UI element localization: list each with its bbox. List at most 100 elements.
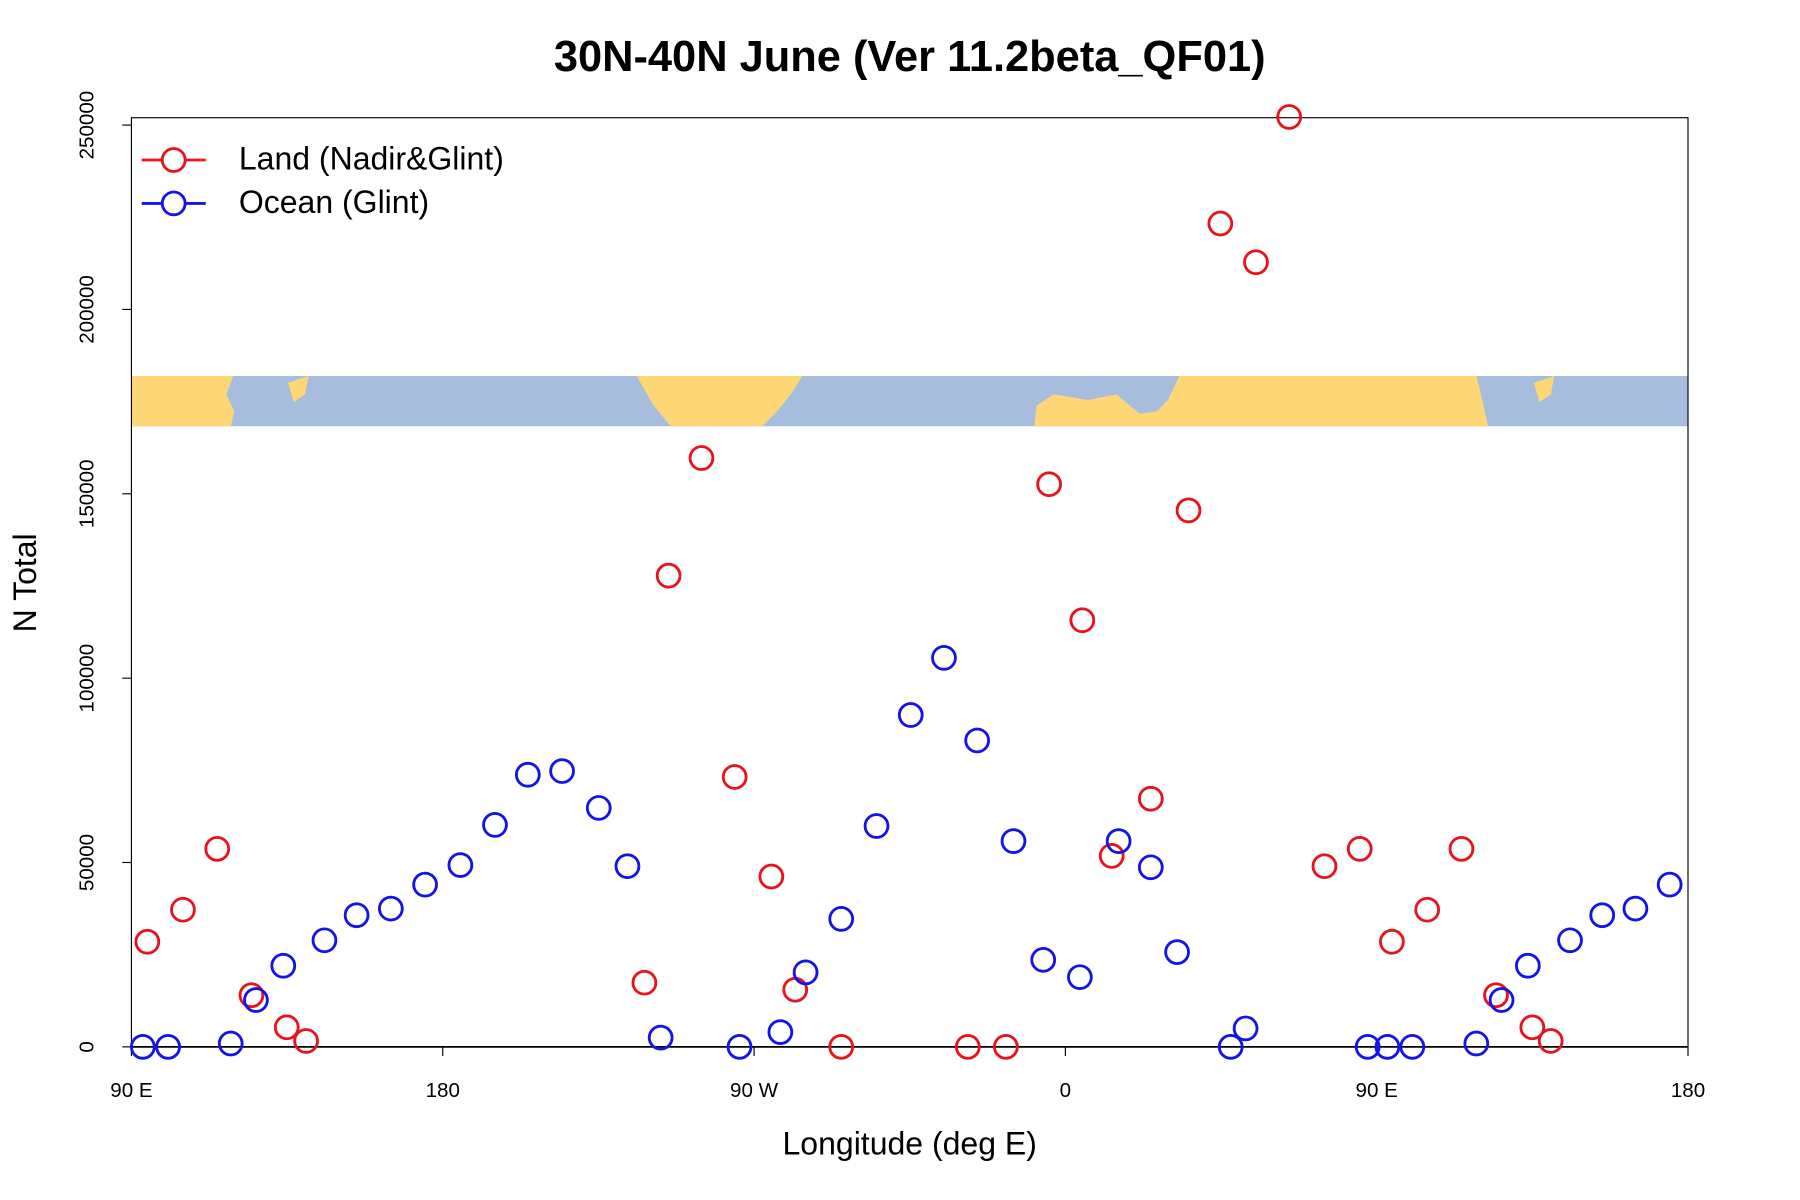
point: [1537, 1028, 1564, 1054]
point: [1175, 497, 1202, 524]
point: [1217, 1034, 1244, 1060]
legend: Land (Nadir&Glint) Ocean (Glint): [141, 141, 504, 220]
point: [217, 1030, 244, 1057]
point: [964, 727, 991, 754]
point: [1622, 895, 1649, 922]
map-land: [288, 376, 309, 403]
y-tick-label: 0: [75, 1041, 98, 1052]
point: [688, 445, 715, 471]
point: [1346, 836, 1373, 862]
point: [1488, 987, 1515, 1013]
point: [954, 1034, 981, 1060]
map-land: [1190, 376, 1248, 395]
point: [828, 1034, 855, 1060]
point: [931, 645, 957, 671]
point: [1105, 828, 1132, 854]
y-tick-label: 250000: [75, 91, 98, 160]
legend-marker: [160, 190, 187, 217]
point: [631, 969, 658, 996]
point: [1557, 927, 1583, 954]
point: [1030, 946, 1057, 973]
point: [1656, 871, 1683, 898]
point: [514, 761, 541, 788]
x-axis-label: Longitude (deg E): [783, 1126, 1037, 1162]
point: [828, 906, 855, 932]
point: [1276, 104, 1303, 130]
x-tick-label: 180: [426, 1079, 460, 1102]
point: [1374, 1034, 1401, 1060]
y-tick-label: 150000: [75, 459, 98, 528]
point: [293, 1028, 319, 1054]
point: [129, 1034, 156, 1060]
point: [134, 928, 161, 955]
point: [897, 702, 924, 728]
point: [243, 987, 269, 1013]
legend-marker: [160, 147, 187, 173]
point: [1354, 1034, 1381, 1060]
point: [1519, 1014, 1546, 1041]
point: [549, 758, 575, 784]
point: [1483, 982, 1509, 1009]
x-tick-label: 90 E: [110, 1079, 152, 1102]
point: [647, 1024, 674, 1051]
map-land: [1533, 376, 1555, 403]
point: [1000, 828, 1027, 854]
x-tick-label: 90 E: [1356, 1079, 1398, 1102]
point: [993, 1034, 1019, 1060]
map-strip: [131, 376, 1688, 427]
x-tick-label: 90 W: [730, 1079, 779, 1102]
point: [311, 927, 338, 954]
point: [1514, 952, 1541, 979]
map-land: [1034, 376, 1488, 427]
point: [1414, 896, 1441, 923]
point: [1463, 1030, 1490, 1057]
point: [155, 1034, 181, 1060]
point: [1036, 471, 1062, 498]
legend-label: Ocean (Glint): [239, 184, 429, 220]
point: [1098, 843, 1125, 869]
point: [238, 982, 265, 1009]
point: [1243, 249, 1269, 276]
point: [1311, 853, 1338, 880]
point: [655, 562, 682, 589]
x-tick-label: 0: [1060, 1079, 1071, 1102]
map-land: [636, 376, 803, 427]
point: [1207, 210, 1234, 237]
point: [1067, 964, 1093, 991]
point: [758, 863, 785, 890]
y-axis-label: N Total: [7, 533, 43, 632]
point: [1379, 928, 1405, 955]
y-tick-label: 50000: [75, 834, 98, 891]
point: [170, 896, 196, 923]
point: [204, 836, 231, 862]
point: [767, 1019, 794, 1045]
point: [792, 959, 819, 986]
point: [273, 1014, 300, 1041]
point: [863, 813, 890, 839]
map-land: [131, 376, 235, 427]
point: [1589, 902, 1616, 929]
point: [1137, 785, 1164, 812]
point: [378, 895, 404, 922]
point: [412, 871, 438, 898]
x-tick-label: 180: [1671, 1079, 1705, 1102]
point: [614, 853, 641, 880]
y-tick-label: 100000: [75, 644, 98, 713]
chart-title: 30N-40N June (Ver 11.2beta_QF01): [554, 33, 1266, 81]
point: [1164, 939, 1190, 965]
point: [1448, 836, 1475, 862]
point: [585, 795, 612, 821]
point: [721, 764, 748, 790]
point: [1399, 1034, 1426, 1060]
point: [1232, 1015, 1259, 1042]
point: [726, 1034, 753, 1060]
point: [270, 952, 297, 979]
y-tick-label: 200000: [75, 275, 98, 344]
legend-label: Land (Nadir&Glint): [239, 141, 504, 177]
point: [1137, 854, 1164, 881]
point: [1069, 607, 1096, 634]
point: [482, 812, 508, 838]
